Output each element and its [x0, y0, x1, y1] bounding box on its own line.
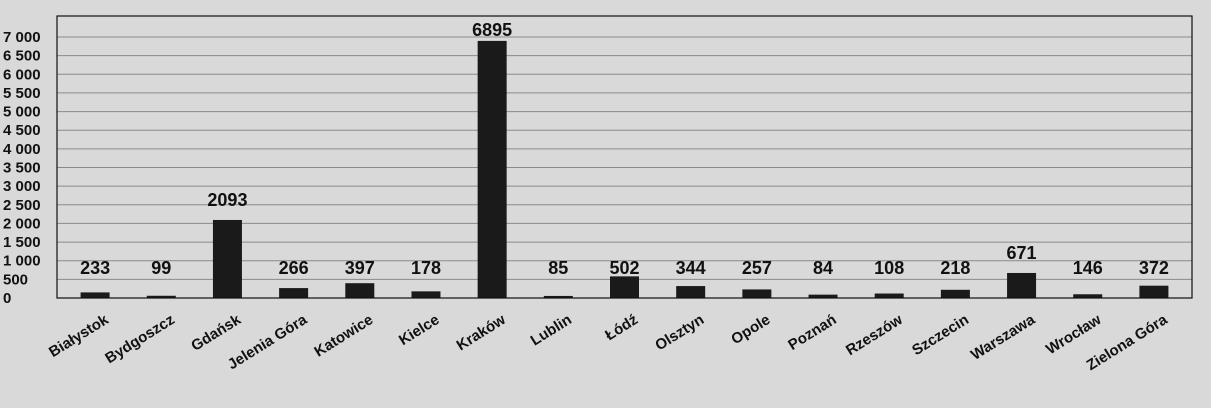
y-tick-label: 3 000 — [3, 178, 41, 195]
y-tick-label: 2 000 — [3, 215, 41, 232]
bar — [610, 276, 639, 298]
x-tick-label: Opole — [728, 311, 773, 348]
data-label: 372 — [1139, 258, 1169, 278]
bar — [940, 289, 970, 298]
bar — [411, 291, 441, 298]
y-tick-label: 4 500 — [3, 122, 41, 139]
x-tick-label: Kraków — [454, 311, 509, 354]
bar — [146, 295, 176, 298]
data-label: 257 — [742, 258, 772, 278]
bar — [676, 286, 706, 298]
y-tick-label: 4 000 — [3, 141, 41, 158]
bar — [808, 294, 838, 298]
x-tick-label: Katowice — [311, 311, 376, 360]
data-label: 397 — [345, 258, 375, 278]
bar — [742, 289, 772, 298]
data-label: 99 — [151, 258, 171, 278]
x-tick-label: Szczecin — [909, 311, 972, 359]
bar — [80, 292, 110, 298]
x-tick-label: Wrocław — [1043, 311, 1104, 358]
x-tick-label: Łódź — [602, 311, 641, 344]
data-label: 344 — [676, 258, 706, 278]
bar — [345, 283, 375, 298]
data-label: 108 — [874, 258, 904, 278]
y-tick-label: 2 500 — [3, 197, 41, 214]
x-tick-label: Poznań — [785, 311, 839, 354]
bars — [80, 40, 1169, 298]
x-tick-label: Gdańsk — [188, 311, 244, 355]
y-tick-label: 6 000 — [3, 66, 41, 83]
bar — [477, 40, 507, 298]
bar — [279, 288, 309, 298]
data-label: 2093 — [207, 190, 247, 210]
x-tick-label: Olsztyn — [652, 311, 707, 354]
data-label: 218 — [940, 258, 970, 278]
bar — [212, 219, 242, 298]
data-labels: 233 99 2093 266 397 178 6895 85 502 344 257 84 108 21… — [80, 20, 1169, 278]
x-tick-label: Bydgoszcz — [102, 311, 177, 367]
y-tick-label: 3 500 — [3, 160, 41, 177]
y-tick-label: 7 000 — [3, 29, 41, 46]
bar — [543, 295, 573, 298]
y-tick-label: 0 — [3, 290, 11, 307]
y-tick-label: 1 500 — [3, 234, 41, 251]
x-tick-label: Warszawa — [968, 311, 1039, 364]
y-tick-label: 5 000 — [3, 104, 41, 121]
y-tick-label: 1 000 — [3, 253, 41, 270]
bar — [1139, 285, 1169, 298]
data-label: 671 — [1007, 243, 1037, 263]
x-tick-label: Rzeszów — [843, 311, 906, 359]
x-tick-label: Kielce — [396, 311, 442, 349]
bar — [1007, 272, 1037, 298]
data-label: 178 — [411, 258, 441, 278]
grid-lines — [57, 36, 1192, 280]
y-tick-label: 500 — [3, 271, 28, 288]
y-tick-label: 5 500 — [3, 85, 41, 102]
data-label: 6895 — [472, 20, 512, 40]
y-tick-label: 6 500 — [3, 48, 41, 65]
data-label: 233 — [80, 258, 110, 278]
plot-frame — [56, 15, 1193, 299]
data-label: 502 — [609, 258, 639, 278]
bar — [1073, 294, 1103, 298]
data-label: 266 — [279, 258, 309, 278]
data-label: 84 — [813, 258, 833, 278]
x-tick-label: Lublin — [528, 311, 575, 349]
data-label: 146 — [1073, 258, 1103, 278]
bar — [874, 293, 904, 298]
data-label: 85 — [548, 258, 568, 278]
